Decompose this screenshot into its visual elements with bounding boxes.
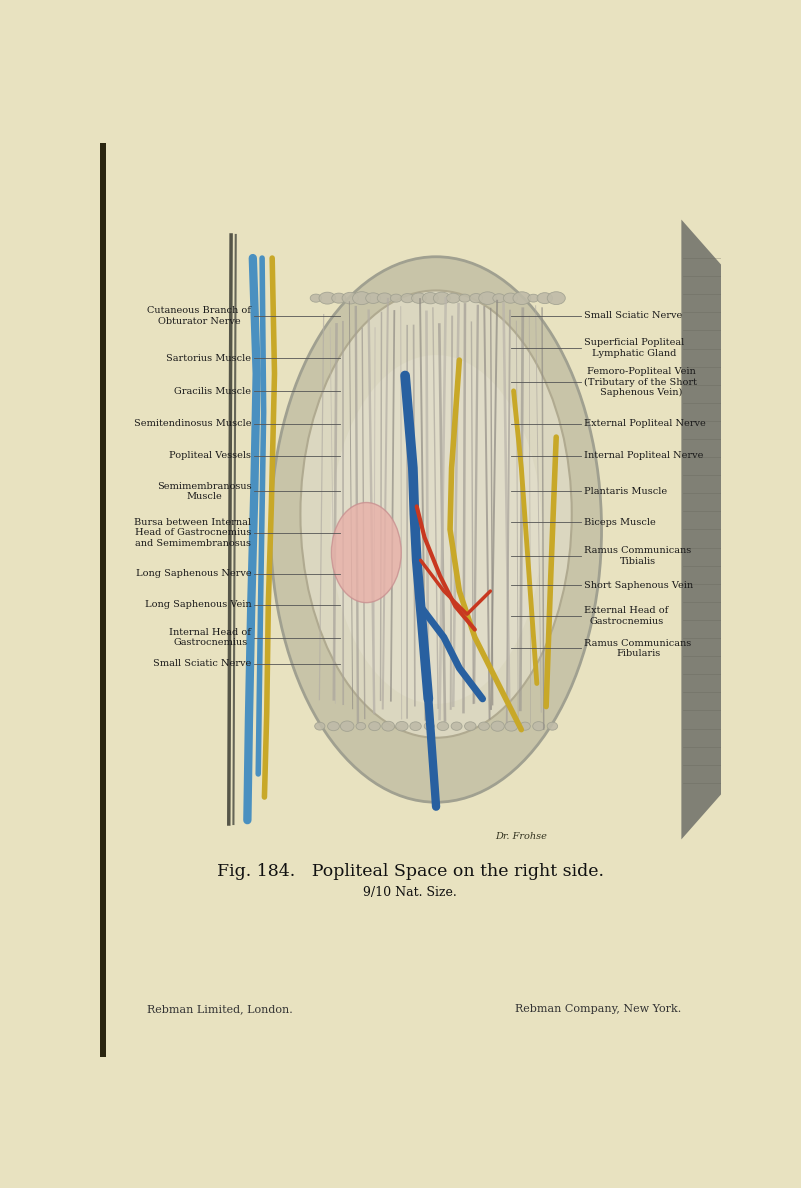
Ellipse shape xyxy=(271,257,602,802)
Text: Small Sciatic Nerve: Small Sciatic Nerve xyxy=(153,659,252,669)
Ellipse shape xyxy=(340,721,354,732)
Text: Ramus Communicans
Fibularis: Ramus Communicans Fibularis xyxy=(585,639,692,658)
Text: External Popliteal Nerve: External Popliteal Nerve xyxy=(585,419,706,428)
Ellipse shape xyxy=(390,295,402,302)
Text: Plantaris Muscle: Plantaris Muscle xyxy=(585,487,667,495)
Ellipse shape xyxy=(332,503,401,602)
Ellipse shape xyxy=(368,721,380,731)
Text: Popliteal Vessels: Popliteal Vessels xyxy=(169,451,252,461)
Text: Superficial Popliteal
Lymphatic Gland: Superficial Popliteal Lymphatic Gland xyxy=(585,339,685,358)
Text: Small Sciatic Nerve: Small Sciatic Nerve xyxy=(585,311,682,321)
Ellipse shape xyxy=(425,722,434,731)
Text: External Head of
Gastrocnemius: External Head of Gastrocnemius xyxy=(585,606,669,626)
Text: Short Saphenous Vein: Short Saphenous Vein xyxy=(585,581,694,589)
Text: Gracilis Muscle: Gracilis Muscle xyxy=(175,387,252,396)
Ellipse shape xyxy=(537,292,553,304)
Text: Femoro-Popliteal Vein
(Tributary of the Short
Saphenous Vein): Femoro-Popliteal Vein (Tributary of the … xyxy=(585,367,698,397)
Ellipse shape xyxy=(479,292,497,304)
Ellipse shape xyxy=(513,292,531,304)
Ellipse shape xyxy=(422,292,438,304)
Ellipse shape xyxy=(478,722,489,731)
Text: Internal Head of
Gastrocnemius: Internal Head of Gastrocnemius xyxy=(169,628,252,647)
Text: Bursa between Internal
Head of Gastrocnemius
and Semimembranosus: Bursa between Internal Head of Gastrocne… xyxy=(135,518,252,548)
Ellipse shape xyxy=(342,292,358,304)
Ellipse shape xyxy=(446,293,460,303)
Ellipse shape xyxy=(352,292,371,304)
Ellipse shape xyxy=(491,721,505,732)
Text: Semimembranosus
Muscle: Semimembranosus Muscle xyxy=(157,481,252,501)
Text: Long Saphenous Nerve: Long Saphenous Nerve xyxy=(135,569,252,579)
Ellipse shape xyxy=(505,721,517,731)
Ellipse shape xyxy=(412,293,426,303)
Bar xyxy=(100,143,107,1057)
Ellipse shape xyxy=(410,722,421,731)
Ellipse shape xyxy=(332,293,346,303)
Ellipse shape xyxy=(547,722,557,731)
Ellipse shape xyxy=(319,292,336,304)
Text: Long Saphenous Vein: Long Saphenous Vein xyxy=(145,600,252,609)
Ellipse shape xyxy=(366,292,380,303)
Ellipse shape xyxy=(465,722,476,731)
Text: Rebman Company, New York.: Rebman Company, New York. xyxy=(515,1004,682,1013)
Ellipse shape xyxy=(382,721,395,731)
Text: Cutaneous Branch of
Obturator Nerve: Cutaneous Branch of Obturator Nerve xyxy=(147,307,252,326)
Text: 9/10 Nat. Size.: 9/10 Nat. Size. xyxy=(363,885,457,898)
Ellipse shape xyxy=(503,293,517,303)
Ellipse shape xyxy=(401,293,414,303)
Ellipse shape xyxy=(459,295,470,302)
Text: Biceps Muscle: Biceps Muscle xyxy=(585,518,656,526)
Ellipse shape xyxy=(547,292,566,304)
Ellipse shape xyxy=(437,722,449,731)
Ellipse shape xyxy=(433,292,450,304)
Ellipse shape xyxy=(493,293,505,303)
Ellipse shape xyxy=(328,721,340,731)
Text: Semitendinosus Muscle: Semitendinosus Muscle xyxy=(134,419,252,428)
Text: Dr. Frohse: Dr. Frohse xyxy=(495,833,547,841)
Polygon shape xyxy=(682,220,735,840)
Ellipse shape xyxy=(451,722,462,731)
Ellipse shape xyxy=(315,722,325,731)
Ellipse shape xyxy=(528,295,539,302)
Ellipse shape xyxy=(469,293,483,303)
Text: Fig. 184.   Popliteal Space on the right side.: Fig. 184. Popliteal Space on the right s… xyxy=(216,864,604,880)
Text: Internal Popliteal Nerve: Internal Popliteal Nerve xyxy=(585,451,704,461)
Ellipse shape xyxy=(396,721,408,731)
Ellipse shape xyxy=(377,293,392,303)
Text: Rebman Limited, London.: Rebman Limited, London. xyxy=(147,1004,292,1013)
Ellipse shape xyxy=(520,722,530,731)
Ellipse shape xyxy=(533,721,545,731)
Ellipse shape xyxy=(356,722,366,729)
Text: Sartorius Muscle: Sartorius Muscle xyxy=(167,354,252,362)
Ellipse shape xyxy=(310,295,322,302)
Ellipse shape xyxy=(330,355,542,704)
Text: Ramus Communicans
Tibialis: Ramus Communicans Tibialis xyxy=(585,546,692,565)
Ellipse shape xyxy=(300,290,572,738)
